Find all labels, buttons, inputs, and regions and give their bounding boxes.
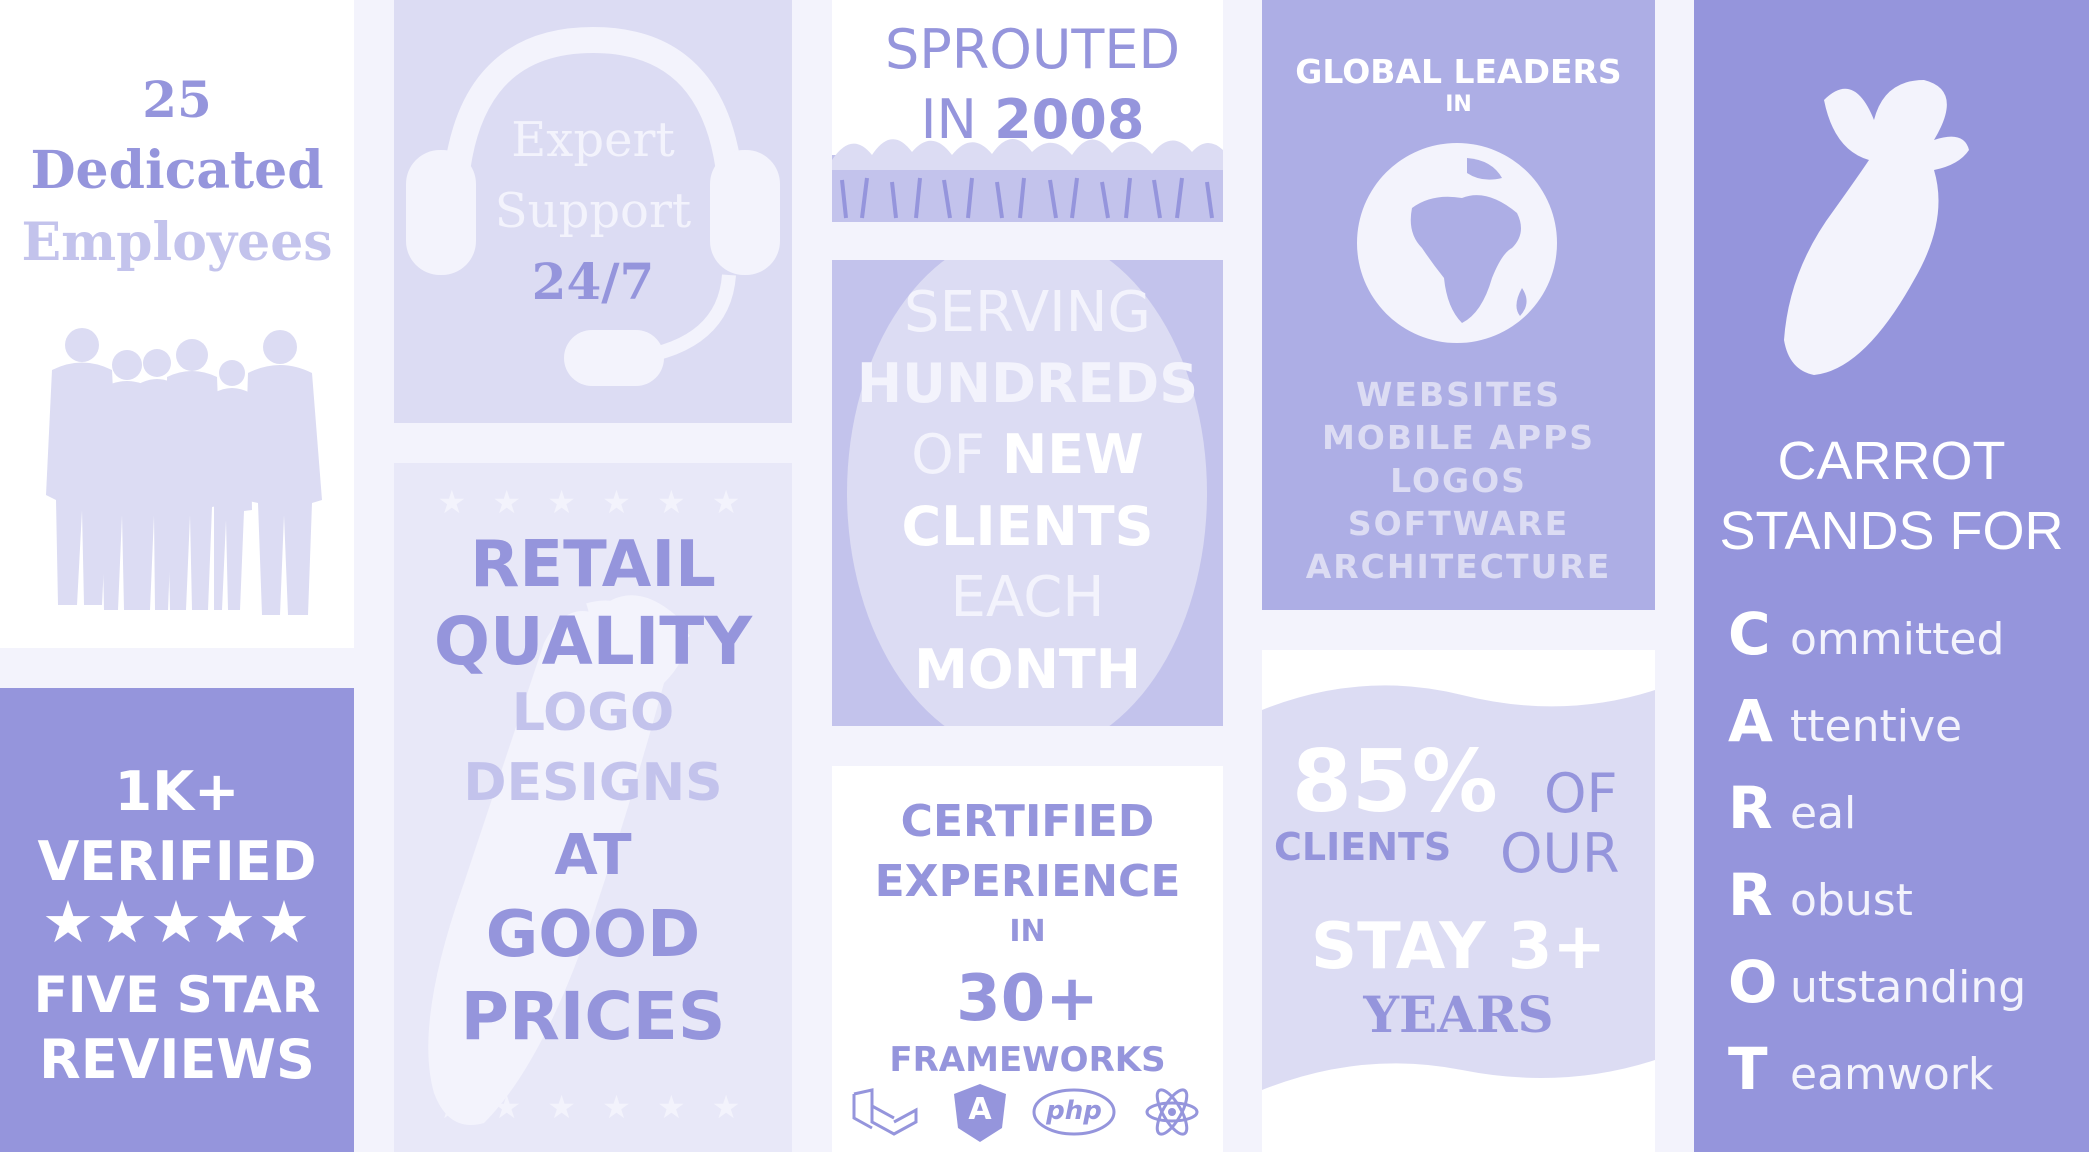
retail-stars-top: ★ ★ ★ ★ ★ ★ <box>437 483 749 521</box>
global-title: GLOBAL LEADERS <box>1295 52 1622 91</box>
stay-clients: CLIENTS <box>1274 825 1452 869</box>
carrot-letter: R <box>1728 774 1773 842</box>
serving-tile: SERVING HUNDREDS OF NEW CLIENTS EACH MON… <box>832 260 1223 726</box>
global-item-logos: LOGOS <box>1390 461 1527 500</box>
retail-l2: QUALITY <box>433 603 753 680</box>
globe-icon <box>1357 143 1557 343</box>
serving-l1: SERVING <box>904 280 1151 345</box>
reviews-label: REVIEWS <box>39 1028 315 1091</box>
stay-years-count: STAY 3+ <box>1311 910 1606 984</box>
retail-l5: AT <box>554 823 632 888</box>
retail-tile: ★ ★ ★ ★ ★ ★ RETAIL QUALITY LOGO DESIGNS … <box>394 463 792 1152</box>
global-item-websites: WEBSITES <box>1356 375 1561 414</box>
carrot-letter: C <box>1728 600 1771 668</box>
certified-l2: EXPERIENCE <box>874 856 1181 907</box>
stay-of: OF <box>1544 762 1618 825</box>
employees-label: Employees <box>21 212 333 273</box>
serving-l4: CLIENTS <box>901 495 1154 558</box>
serving-l5: EACH <box>950 565 1105 630</box>
carrot-title: CARROT <box>1777 431 2006 491</box>
carrot-word-rest: obust <box>1790 875 1913 926</box>
support-expert: Expert <box>511 112 675 168</box>
reviews-verified: VERIFIED <box>37 830 317 893</box>
certified-l1: CERTIFIED <box>900 796 1155 847</box>
retail-l1: RETAIL <box>470 528 716 602</box>
global-tile: GLOBAL LEADERS IN WEBSITES MOBILE APPS L… <box>1262 0 1655 610</box>
retail-l4: DESIGNS <box>463 753 723 813</box>
grass-illustration <box>832 138 1223 222</box>
carrot-icon <box>1784 80 1969 375</box>
reviews-five-star: FIVE STAR <box>33 966 321 1024</box>
carrot-word-rest: eal <box>1790 788 1857 839</box>
global-item-software: SOFTWARE <box>1347 504 1570 543</box>
global-in: IN <box>1445 92 1472 117</box>
retail-stars-bottom: ★ ★ ★ ★ ★ ★ <box>437 1088 749 1126</box>
certified-l5: FRAMEWORKS <box>889 1040 1166 1080</box>
serving-l6: MONTH <box>914 638 1141 701</box>
stay-pct: 85% <box>1292 732 1498 832</box>
carrot-letter: R <box>1728 861 1773 929</box>
laravel-icon <box>852 1088 918 1136</box>
serving-new: NEW <box>1002 423 1144 486</box>
support-support: Support <box>494 183 692 239</box>
retail-l3: LOGO <box>511 683 675 743</box>
sprouted-year: 2008 <box>994 88 1145 151</box>
carrot-letter: A <box>1728 687 1773 755</box>
stay-years: YEARS <box>1363 985 1554 1044</box>
sprouted-year-line: IN 2008 <box>842 88 1223 151</box>
serving-l2: HUNDREDS <box>856 352 1199 415</box>
support-tile: Expert Support 24/7 <box>394 0 792 423</box>
retail-l6: GOOD <box>485 898 701 972</box>
stay-our: OUR <box>1500 822 1620 885</box>
carrot-letter: O <box>1728 948 1778 1016</box>
stay-tile: 85% OF CLIENTS OUR STAY 3+ YEARS <box>1262 650 1655 1152</box>
carrot-letter: T <box>1728 1035 1768 1103</box>
reviews-tile: 1K+ VERIFIED ★★★★★ FIVE STAR REVIEWS <box>0 688 354 1152</box>
certified-l4: 30+ <box>956 962 1099 1036</box>
serving-of: OF <box>911 423 985 486</box>
serving-ellipse <box>847 260 1207 726</box>
carrot-word-rest: ttentive <box>1790 701 1963 752</box>
carrot-word-rest: utstanding <box>1790 962 2027 1013</box>
sprouted-in: IN <box>920 88 977 151</box>
angular-icon <box>954 1084 1006 1142</box>
carrot-watermark-icon <box>428 595 690 1125</box>
headset-icon <box>406 26 780 386</box>
global-item-mobile-apps: MOBILE APPS <box>1321 418 1596 457</box>
employees-dedicated: Dedicated <box>30 140 324 201</box>
php-icon <box>1032 1088 1116 1136</box>
php-label: php <box>1046 1096 1102 1126</box>
reviews-count: 1K+ <box>114 760 240 823</box>
angular-letter: A <box>968 1092 992 1127</box>
global-item-architecture: ARCHITECTURE <box>1305 547 1612 586</box>
support-hours: 24/7 <box>531 252 655 311</box>
certified-l3: IN <box>1009 914 1046 949</box>
stay-wave-band <box>1262 685 1655 1090</box>
react-icon <box>1145 1088 1199 1136</box>
carrot-word-rest: eamwork <box>1790 1049 1994 1100</box>
serving-l3: OF NEW <box>832 423 1223 486</box>
employees-tile: 25 Dedicated Employees <box>0 0 354 648</box>
carrot-subtitle: STANDS FOR <box>1719 501 2064 561</box>
certified-tile: CERTIFIED EXPERIENCE IN 30+ FRAMEWORKS A… <box>832 766 1223 1152</box>
sprouted-label: SPROUTED <box>884 18 1181 81</box>
retail-l7: PRICES <box>460 978 726 1055</box>
sprouted-tile: SPROUTED IN 2008 <box>832 0 1223 222</box>
reviews-stars-icon: ★★★★★ <box>42 888 312 956</box>
carrot-word-rest: ommitted <box>1790 614 2005 665</box>
people-silhouette-icon <box>46 328 322 615</box>
employees-count: 25 <box>142 70 212 129</box>
